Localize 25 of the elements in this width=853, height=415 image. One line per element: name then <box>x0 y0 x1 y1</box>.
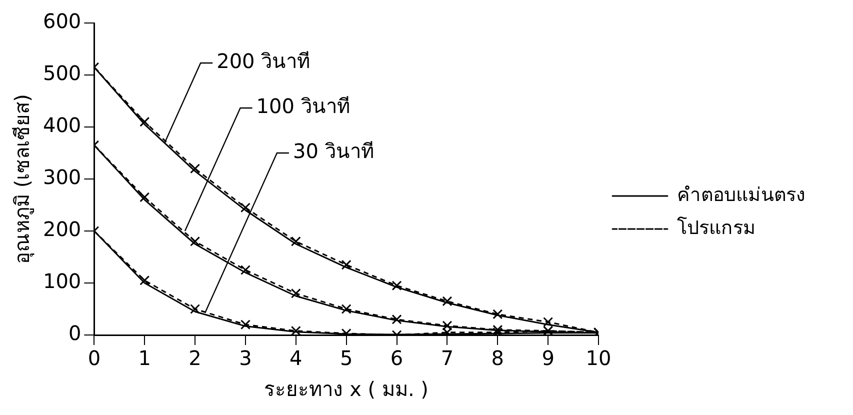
x-tick-label: 9 <box>542 346 554 370</box>
annotation: 200 วินาที <box>216 49 310 74</box>
x-tick-label: 5 <box>340 346 353 370</box>
x-tick-label: 0 <box>88 346 101 370</box>
y-tick-label: 300 <box>42 165 82 190</box>
legend-label: โปรแกรม <box>677 216 756 239</box>
y-axis-title: อุณหภูมิ (เซลเซียส) <box>10 94 36 264</box>
y-tick-label: 600 <box>42 9 82 34</box>
y-tick-label: 500 <box>42 61 82 86</box>
y-tick-label: 200 <box>42 217 82 242</box>
x-tick-label: 10 <box>586 346 612 370</box>
y-tick-label: 0 <box>68 321 82 346</box>
x-tick-label: 4 <box>290 346 302 370</box>
x-tick-label: 6 <box>390 346 404 370</box>
annotation: 100 วินาที <box>256 94 350 118</box>
x-tick-label: 3 <box>239 346 252 370</box>
x-tick-label: 8 <box>491 346 504 370</box>
x-tick-label: 7 <box>440 346 454 370</box>
annotation: 30 วินาที <box>292 139 374 164</box>
x-axis-title: ระยะทาง x ( มม. ) <box>264 377 428 402</box>
x-tick-label: 2 <box>188 346 202 370</box>
legend-label: คำตอบแม่นตรง <box>677 184 805 206</box>
y-tick-label: 400 <box>42 113 82 138</box>
y-tick-label: 100 <box>42 269 82 294</box>
x-tick-label: 1 <box>138 346 151 370</box>
